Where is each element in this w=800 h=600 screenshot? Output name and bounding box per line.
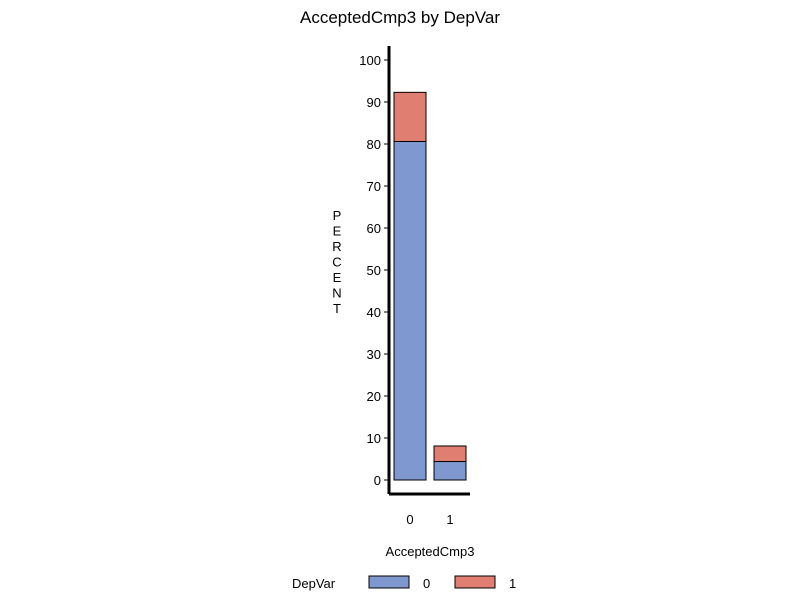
bar-segment [393, 140, 427, 481]
y-axis: 0 10 20 30 40 50 60 70 80 90 100 [359, 46, 391, 494]
y-axis-label-letter: T [333, 301, 341, 316]
y-tick-label: 10 [367, 431, 381, 446]
chart-title: AcceptedCmp3 by DepVar [300, 8, 500, 27]
y-tick-label: 40 [367, 305, 381, 320]
y-axis-label-letter: C [332, 255, 341, 270]
y-tick-label: 90 [367, 95, 381, 110]
legend: DepVar 0 1 [292, 575, 516, 591]
y-tick-label: 50 [367, 263, 381, 278]
legend-label: 0 [423, 576, 430, 591]
legend-title: DepVar [292, 576, 336, 591]
y-tick-label: 100 [359, 53, 381, 68]
y-axis-label-letter: P [333, 208, 342, 223]
y-axis-label-letter: N [332, 286, 341, 301]
y-tick-label: 70 [367, 179, 381, 194]
y-axis-label-letter: R [332, 239, 341, 254]
bar-segment [433, 445, 467, 463]
bar-segment [393, 91, 427, 142]
y-axis-label-letter: E [333, 224, 342, 239]
y-tick-label: 60 [367, 221, 381, 236]
bars [393, 91, 467, 481]
legend-swatch [368, 575, 410, 589]
x-tick-label: 0 [406, 512, 413, 527]
bar-segment [433, 461, 467, 481]
y-tick-label: 20 [367, 389, 381, 404]
y-tick-label: 30 [367, 347, 381, 362]
legend-label: 1 [509, 576, 516, 591]
y-tick-label: 80 [367, 137, 381, 152]
legend-swatch [454, 575, 496, 589]
x-axis-label: AcceptedCmp3 [386, 544, 475, 559]
y-tick-label: 0 [374, 473, 381, 488]
y-axis-label-letter: E [333, 270, 342, 285]
x-tick-label: 1 [446, 512, 453, 527]
